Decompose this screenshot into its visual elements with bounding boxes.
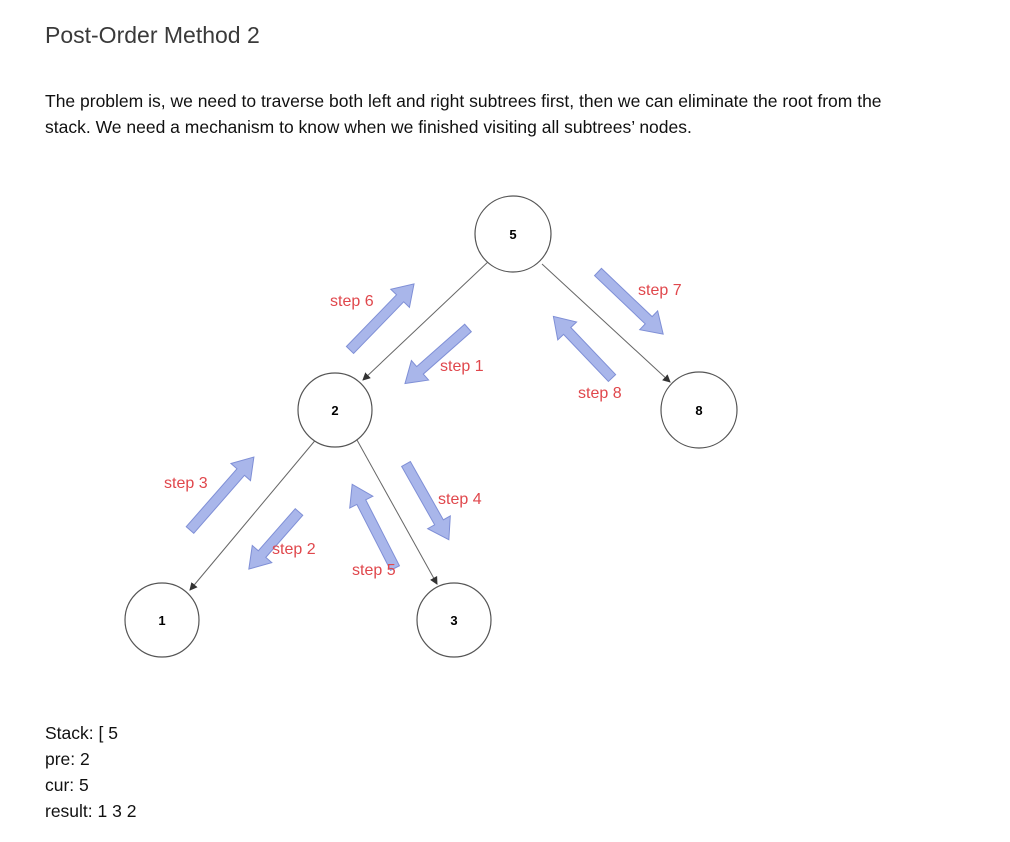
step-5-arrow: [349, 483, 401, 571]
step-3-label: step 3: [164, 475, 208, 492]
step-5-label: step 5: [352, 562, 396, 579]
step-7-label: step 7: [638, 282, 682, 299]
tree-node-8: 8: [660, 371, 738, 449]
step-6-label: step 6: [330, 293, 374, 310]
node-label-1: 1: [158, 613, 165, 628]
step-2-arrow: [248, 507, 304, 570]
edge-2-3: [356, 439, 438, 585]
tree-node-5: 5: [474, 195, 552, 273]
node-label-8: 8: [695, 403, 702, 418]
pre-line: pre: 2: [45, 749, 90, 769]
node-label-5: 5: [509, 227, 516, 242]
description-paragraph: The problem is, we need to traverse both…: [45, 91, 882, 137]
step-6-arrow: [345, 283, 415, 355]
stack-line: Stack: [ 5: [45, 723, 118, 743]
edge-5-8: [541, 263, 671, 383]
tree-node-3: 3: [416, 582, 492, 658]
tree-edges: [189, 259, 671, 591]
edge-5-2: [362, 259, 491, 381]
node-label-2: 2: [331, 403, 338, 418]
step-2-label: step 2: [272, 541, 316, 558]
tree-node-1: 1: [124, 582, 200, 658]
step-1-arrow: [404, 323, 473, 385]
step-1-label: step 1: [440, 358, 484, 375]
edge-2-1: [189, 436, 319, 591]
step-arrows: [185, 267, 664, 571]
step-8-label: step 8: [578, 385, 622, 402]
tree-node-2: 2: [297, 372, 373, 448]
page-title: Post-Order Method 2: [45, 22, 260, 48]
node-label-3: 3: [450, 613, 457, 628]
traversal-status: Stack: [ 5 pre: 2 cur: 5 result: 1 3 2: [45, 720, 136, 824]
step-4-arrow: [400, 460, 451, 541]
step-4-label: step 4: [438, 491, 482, 508]
step-labels: step 1 step 2 step 3 step 4 step 5 step …: [164, 282, 682, 579]
result-line: result: 1 3 2: [45, 801, 137, 821]
step-8-arrow: [552, 315, 617, 383]
step-7-arrow: [593, 267, 664, 335]
cur-line: cur: 5: [45, 775, 89, 795]
step-3-arrow: [185, 456, 255, 534]
